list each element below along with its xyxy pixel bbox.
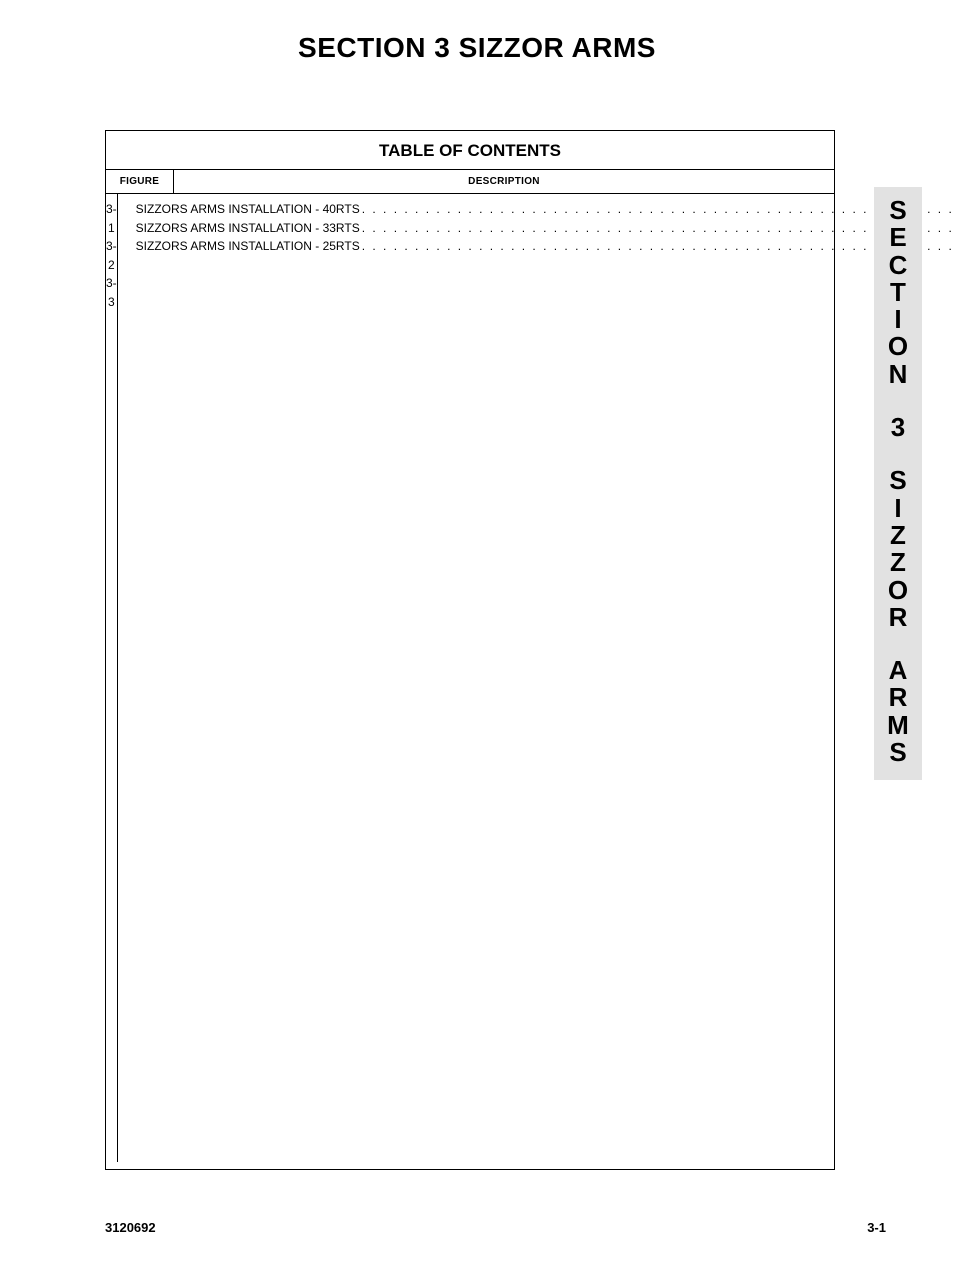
tab-char: R [874, 684, 922, 711]
toc-header-row: FIGURE DESCRIPTION [106, 169, 834, 194]
toc-row: SIZZORS ARMS INSTALLATION - 40RTS . . . … [136, 200, 954, 219]
toc-dot-leader: . . . . . . . . . . . . . . . . . . . . … [360, 237, 954, 256]
toc-dot-leader: . . . . . . . . . . . . . . . . . . . . … [360, 219, 954, 238]
tab-char: M [874, 712, 922, 739]
toc-row: SIZZORS ARMS INSTALLATION - 33RTS . . . … [136, 219, 954, 238]
tab-char: C [874, 252, 922, 279]
page-footer: 3120692 3-1 [105, 1220, 886, 1235]
tab-char: S [874, 197, 922, 224]
toc-header-figure: FIGURE [106, 170, 174, 193]
tab-char: N [874, 361, 922, 388]
toc-container: TABLE OF CONTENTS FIGURE DESCRIPTION 3-1… [105, 130, 835, 1170]
tab-char: Z [874, 549, 922, 576]
tab-char: I [874, 306, 922, 333]
page-title: SECTION 3 SIZZOR ARMS [0, 32, 954, 64]
tab-char: A [874, 657, 922, 684]
tab-char: R [874, 604, 922, 631]
toc-row-description: SIZZORS ARMS INSTALLATION - 40RTS [136, 200, 360, 219]
toc-title: TABLE OF CONTENTS [106, 131, 834, 169]
toc-body: 3-1 3-2 3-3 SIZZORS ARMS INSTALLATION - … [106, 194, 834, 1162]
toc-description-column: SIZZORS ARMS INSTALLATION - 40RTS . . . … [118, 194, 954, 1162]
toc-row-description: SIZZORS ARMS INSTALLATION - 33RTS [136, 219, 360, 238]
tab-char: E [874, 224, 922, 251]
tab-char: Z [874, 522, 922, 549]
toc-dot-leader: . . . . . . . . . . . . . . . . . . . . … [360, 200, 954, 219]
tab-gap [874, 388, 922, 414]
figure-number: 3-3 [106, 274, 117, 311]
tab-char: O [874, 577, 922, 604]
footer-page-number: 3-1 [867, 1220, 886, 1235]
toc-row-description: SIZZORS ARMS INSTALLATION - 25RTS [136, 237, 360, 256]
footer-doc-number: 3120692 [105, 1220, 156, 1235]
toc-header-description: DESCRIPTION [174, 170, 834, 193]
tab-char: S [874, 739, 922, 766]
toc-row: SIZZORS ARMS INSTALLATION - 25RTS . . . … [136, 237, 954, 256]
figure-number: 3-1 [106, 200, 117, 237]
tab-gap [874, 631, 922, 657]
section-side-tab: S E C T I O N 3 S I Z Z O R A R M S [874, 187, 922, 780]
tab-gap [874, 441, 922, 467]
figure-number: 3-2 [106, 237, 117, 274]
tab-char: I [874, 495, 922, 522]
tab-char: 3 [874, 414, 922, 441]
tab-char: O [874, 333, 922, 360]
tab-char: S [874, 467, 922, 494]
tab-char: T [874, 279, 922, 306]
toc-figure-column: 3-1 3-2 3-3 [106, 194, 118, 1162]
